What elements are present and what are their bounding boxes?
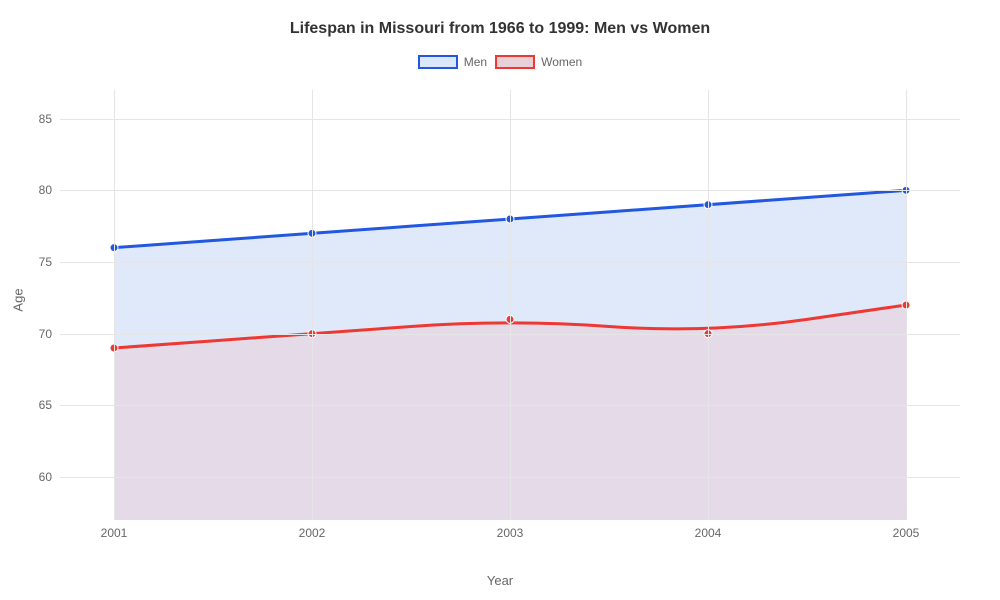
y-tick-label: 80: [39, 183, 52, 197]
legend-item-women: Women: [495, 55, 582, 69]
y-tick-label: 65: [39, 398, 52, 412]
x-tick-label: 2002: [299, 526, 326, 540]
grid-line-vertical: [312, 90, 313, 520]
legend-swatch-men: [418, 55, 458, 69]
chart-container: Lifespan in Missouri from 1966 to 1999: …: [0, 0, 1000, 600]
y-tick-label: 85: [39, 112, 52, 126]
legend-label-men: Men: [464, 55, 487, 69]
grid-line-vertical: [510, 90, 511, 520]
grid-line-vertical: [114, 90, 115, 520]
legend-item-men: Men: [418, 55, 487, 69]
y-tick-label: 60: [39, 470, 52, 484]
x-tick-label: 2003: [497, 526, 524, 540]
y-axis-label: Age: [11, 288, 26, 311]
x-tick-label: 2001: [101, 526, 128, 540]
x-axis-label: Year: [0, 573, 1000, 588]
y-tick-label: 70: [39, 327, 52, 341]
chart-title: Lifespan in Missouri from 1966 to 1999: …: [0, 20, 1000, 38]
y-tick-label: 75: [39, 255, 52, 269]
legend-label-women: Women: [541, 55, 582, 69]
grid-line-vertical: [708, 90, 709, 520]
plot-area: 60657075808520012002200320042005: [60, 90, 960, 520]
legend-swatch-women: [495, 55, 535, 69]
grid-line-vertical: [906, 90, 907, 520]
x-tick-label: 2004: [695, 526, 722, 540]
x-tick-label: 2005: [893, 526, 920, 540]
chart-legend: Men Women: [0, 55, 1000, 69]
